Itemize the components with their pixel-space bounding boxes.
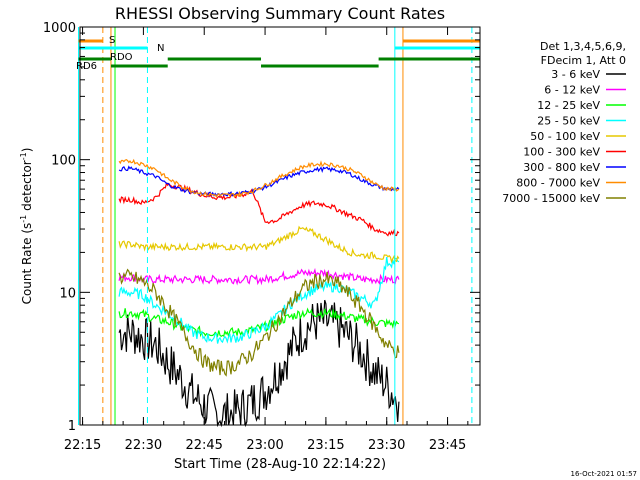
x-tick-label: 22:45 — [185, 438, 222, 453]
x-tick-label: 23:15 — [307, 438, 344, 453]
observing-flags: S N RDO RD6 — [76, 27, 480, 425]
legend-label: 100 - 300 keV — [523, 146, 600, 159]
x-axis-label: Start Time (28-Aug-10 22:14:22) — [174, 457, 386, 472]
legend: Det 1,3,4,5,6,9,FDecim 1, Att 03 - 6 keV… — [502, 40, 626, 205]
flag-label: S — [109, 35, 115, 46]
legend-header: Det 1,3,4,5,6,9, — [540, 40, 626, 53]
x-tick-label: 23:45 — [429, 438, 466, 453]
legend-label: 50 - 100 keV — [530, 130, 600, 143]
series-line-800-7000-kev — [118, 158, 400, 198]
y-tick-label: 1000 — [43, 21, 76, 36]
series-line-300-800-kev — [118, 165, 400, 198]
x-tick-label: 23:30 — [368, 438, 405, 453]
series-line-6-12-kev — [118, 267, 400, 286]
x-tick-label: 23:00 — [246, 438, 283, 453]
flag-label: N — [157, 43, 164, 54]
legend-label: 12 - 25 keV — [537, 99, 600, 112]
legend-label: 300 - 800 keV — [523, 161, 600, 174]
legend-label: 3 - 6 keV — [551, 68, 600, 81]
legend-label: 7000 - 15000 keV — [502, 192, 600, 205]
timestamp: 16-Oct-2021 01:57 — [571, 470, 637, 478]
x-tick-label: 22:15 — [64, 438, 101, 453]
series-line-25-50-kev — [118, 257, 400, 344]
series-line-3-6-kev — [118, 299, 400, 428]
y-tick-label: 1 — [68, 419, 76, 434]
chart-title: RHESSI Observing Summary Count Rates — [115, 4, 445, 23]
x-tick-label: 22:30 — [125, 438, 162, 453]
series-traces — [118, 158, 400, 428]
legend-label: 25 - 50 keV — [537, 115, 600, 128]
flag-label: RDO — [110, 52, 133, 63]
series-line-100-300-kev — [118, 181, 400, 237]
legend-label: 800 - 7000 keV — [516, 177, 600, 190]
y-axis-label: Count Rate (s-1 detector-1) — [19, 148, 34, 305]
plot-frame — [79, 26, 481, 426]
series-line-50-100-kev — [118, 225, 400, 264]
axes: 22:15 22:30 22:45 23:00 23:15 23:30 23:45 1 10 10… — [43, 21, 480, 453]
legend-label: 6 - 12 keV — [544, 84, 600, 97]
y-tick-label: 100 — [51, 154, 76, 169]
series-line-7000-15000-kev — [118, 268, 400, 377]
flag-label: RD6 — [76, 61, 97, 72]
legend-header: FDecim 1, Att 0 — [541, 54, 626, 67]
y-tick-label: 10 — [59, 286, 76, 301]
series-line-12-25-kev — [118, 307, 400, 339]
